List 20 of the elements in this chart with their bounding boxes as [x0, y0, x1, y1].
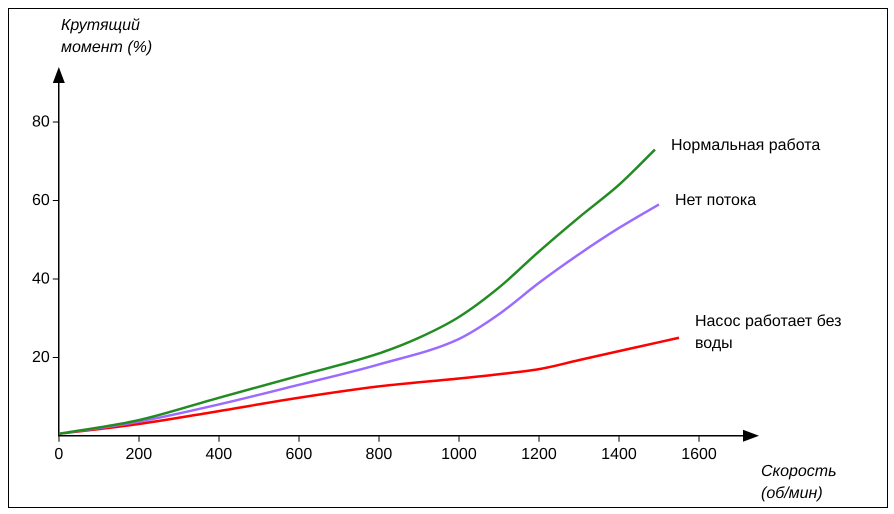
line-series [58, 148, 656, 436]
series-label: Нормальная работа [670, 136, 820, 154]
x-tick-label: 1000 [441, 446, 477, 463]
x-tick-label: 800 [366, 446, 392, 463]
y-axis-title: Крутящий момент (%) [61, 16, 154, 58]
x-tick-label: 1400 [601, 446, 637, 463]
x-axis-title: Скорость (об/мин) [761, 462, 838, 504]
line-series [58, 336, 680, 436]
y-tick-label: 80 [32, 114, 50, 131]
y-tick-label: 20 [32, 348, 50, 366]
y-tick-label: 60 [32, 192, 50, 209]
y-tick-label: 40 [32, 270, 50, 288]
x-tick-label: 600 [286, 446, 312, 463]
series-label: Насос работает без воды [694, 313, 842, 352]
x-tick-label: 400 [205, 446, 232, 463]
x-tick-label: 1200 [521, 446, 557, 463]
series-label: Нет потока [674, 192, 756, 209]
x-tick-label: 0 [54, 446, 64, 463]
x-tick-label: 1600 [681, 446, 717, 463]
x-tick-label: 200 [125, 446, 152, 463]
